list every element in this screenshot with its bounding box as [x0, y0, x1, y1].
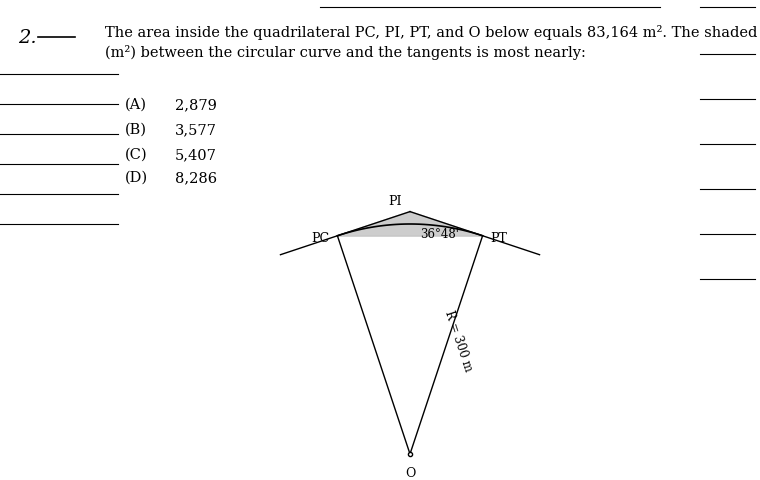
Text: PT: PT	[491, 232, 508, 245]
Text: PI: PI	[388, 194, 402, 207]
Text: (B): (B)	[125, 123, 147, 137]
Text: 3,577: 3,577	[175, 123, 217, 137]
Text: 2,879: 2,879	[175, 98, 217, 112]
Text: O: O	[405, 466, 415, 479]
Text: R = 300 m: R = 300 m	[442, 308, 474, 372]
Text: (m²) between the circular curve and the tangents is most nearly:: (m²) between the circular curve and the …	[105, 45, 586, 60]
Text: The area inside the quadrilateral PC, PI, PT, and O below equals 83,164 m². The : The area inside the quadrilateral PC, PI…	[105, 24, 760, 39]
Text: 8,286: 8,286	[175, 171, 217, 185]
Text: 36°48': 36°48'	[420, 227, 459, 240]
Text: (D): (D)	[125, 171, 148, 185]
Text: PC: PC	[312, 232, 329, 245]
Text: 5,407: 5,407	[175, 148, 217, 162]
Text: 2.: 2.	[18, 29, 36, 47]
Text: (A): (A)	[125, 98, 147, 112]
Polygon shape	[337, 212, 483, 236]
Text: (C): (C)	[125, 148, 147, 162]
